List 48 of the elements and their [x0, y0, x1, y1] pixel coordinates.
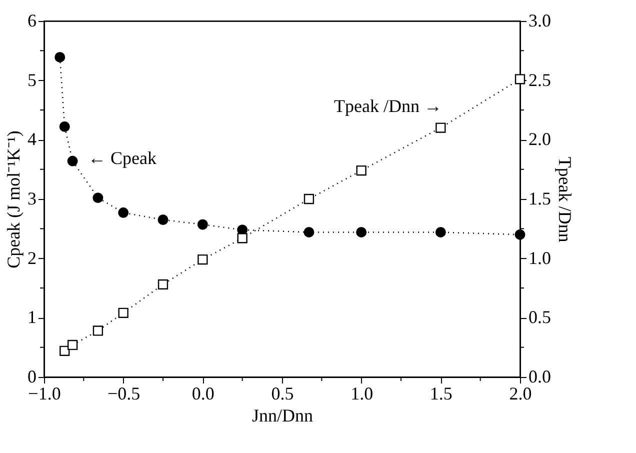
point	[67, 340, 78, 350]
point	[435, 226, 446, 238]
point	[197, 219, 208, 230]
y2-axis-title: Tpeak /Dnn	[555, 156, 575, 242]
x-tick-label: 1.0	[350, 384, 374, 404]
y-tick-label: 3	[28, 188, 36, 208]
y-tick-label: 1	[28, 307, 36, 328]
x-tick-label: 0.0	[192, 384, 214, 404]
point	[436, 122, 446, 133]
point	[304, 194, 314, 204]
annotation: ← Cpeak	[88, 148, 156, 168]
point	[514, 229, 526, 240]
y2-tick-label: 0.5	[528, 307, 551, 328]
y2-tick-label: 2.5	[528, 70, 551, 90]
y-tick-label: 0	[28, 366, 36, 386]
x-tick-label: −0.5	[108, 384, 140, 404]
y-tick-label: 6	[28, 10, 36, 30]
y2-tick-label: 2.0	[528, 129, 551, 150]
point	[237, 233, 248, 244]
point	[356, 165, 366, 176]
annotation: Tpeak /Dnn →	[334, 96, 442, 116]
point	[118, 207, 129, 218]
point	[67, 156, 78, 166]
x-axis-title: Jnn/Dnn	[252, 406, 314, 426]
y-axis-title: Cpeak (J mol⁻¹K⁻¹)	[4, 130, 24, 268]
point	[158, 214, 168, 225]
point	[356, 226, 367, 238]
point	[54, 52, 66, 62]
x-tick-label: 2.0	[509, 384, 532, 404]
y-tick-label: 5	[28, 70, 36, 90]
y-tick-label: 2	[28, 248, 36, 268]
x-tick-label: 0.5	[271, 384, 294, 404]
point	[514, 74, 526, 84]
y-tick-label: 4	[28, 129, 36, 150]
x-tick-label: 1.5	[430, 384, 452, 404]
point	[92, 326, 104, 336]
point	[304, 226, 314, 238]
point	[198, 254, 208, 265]
x-tick-label: −1.0	[28, 384, 61, 404]
point	[158, 279, 168, 290]
y2-tick-label: 3.0	[528, 10, 551, 30]
point	[92, 192, 104, 204]
y2-tick-label: 1.5	[528, 188, 551, 208]
point	[60, 346, 70, 356]
y2-tick-label: 1.0	[528, 248, 551, 268]
point	[118, 308, 128, 318]
point	[59, 121, 70, 132]
y2-tick-label: 0.0	[528, 366, 551, 386]
